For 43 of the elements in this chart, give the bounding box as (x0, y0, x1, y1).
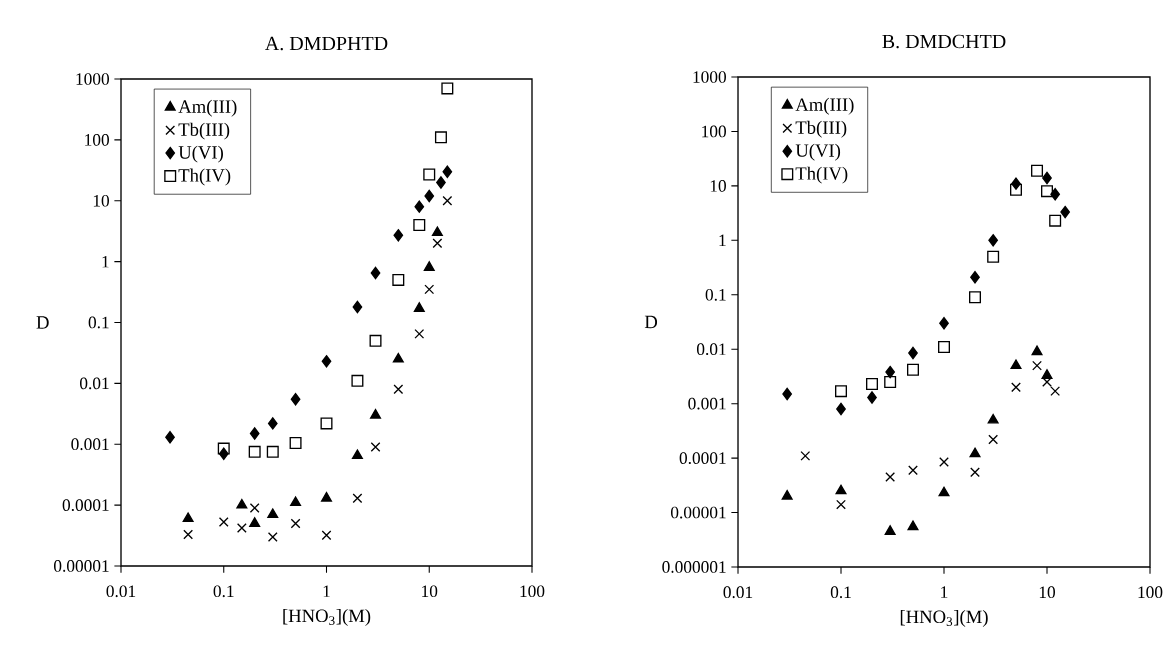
x-tick-label: 1 (941, 586, 948, 598)
x-tick-label: 0.1 (213, 585, 234, 598)
y-tick-label: 0.000001 (662, 561, 726, 573)
y-axis-title: D (36, 316, 49, 329)
y-tick-label: 0.01 (696, 343, 726, 356)
chart-title: B. DMDCHTD (882, 34, 1006, 49)
legend-label: Am(III) (795, 97, 854, 115)
y-tick-label: 100 (702, 125, 726, 138)
x-tick-label: 1 (323, 585, 330, 597)
y-tick-label: 10 (710, 180, 726, 192)
legend-label: Th(IV) (178, 168, 231, 186)
x-tick-label: 100 (1138, 586, 1163, 599)
x-tick-label: 10 (422, 585, 438, 598)
y-tick-label: 0.001 (688, 397, 726, 410)
y-tick-label: 1 (102, 255, 109, 268)
legend-label: U(VI) (795, 143, 841, 161)
y-tick-label: 10 (93, 194, 110, 207)
legend-label: Tb(III) (795, 120, 847, 138)
y-tick-label: 0.1 (705, 288, 726, 301)
legend-label: Am(III) (178, 99, 237, 117)
y-tick-label: 1 (719, 234, 726, 247)
legend-label: Th(IV) (795, 166, 848, 184)
chart-title: A. DMDPHTD (265, 36, 388, 51)
y-tick-label: 0.01 (80, 377, 109, 390)
x-tick-label: 100 (520, 585, 545, 598)
y-tick-label: 1000 (693, 71, 726, 83)
y-tick-label: 0.00001 (54, 560, 109, 572)
y-tick-label: 0.0001 (62, 499, 109, 512)
x-tick-label: 10 (1039, 586, 1056, 599)
x-axis-title: [HNO$_{3}$](M) (900, 609, 988, 627)
x-tick-label: 0.1 (830, 586, 851, 599)
y-tick-label: 0.0001 (679, 452, 726, 465)
y-tick-label: 100 (85, 134, 110, 146)
x-tick-label: 0.01 (723, 586, 753, 599)
y-tick-label: 0.1 (88, 316, 109, 329)
x-axis-title: [HNO$_{3}$](M) (283, 608, 371, 626)
y-axis-title: D (644, 315, 658, 329)
y-tick-label: 0.001 (71, 438, 109, 451)
legend-label: U(VI) (178, 145, 223, 163)
legend-label: Tb(III) (178, 122, 230, 140)
y-tick-label: 0.00001 (670, 506, 726, 519)
x-tick-label: 0.01 (106, 585, 136, 598)
y-tick-label: 1000 (76, 73, 110, 85)
